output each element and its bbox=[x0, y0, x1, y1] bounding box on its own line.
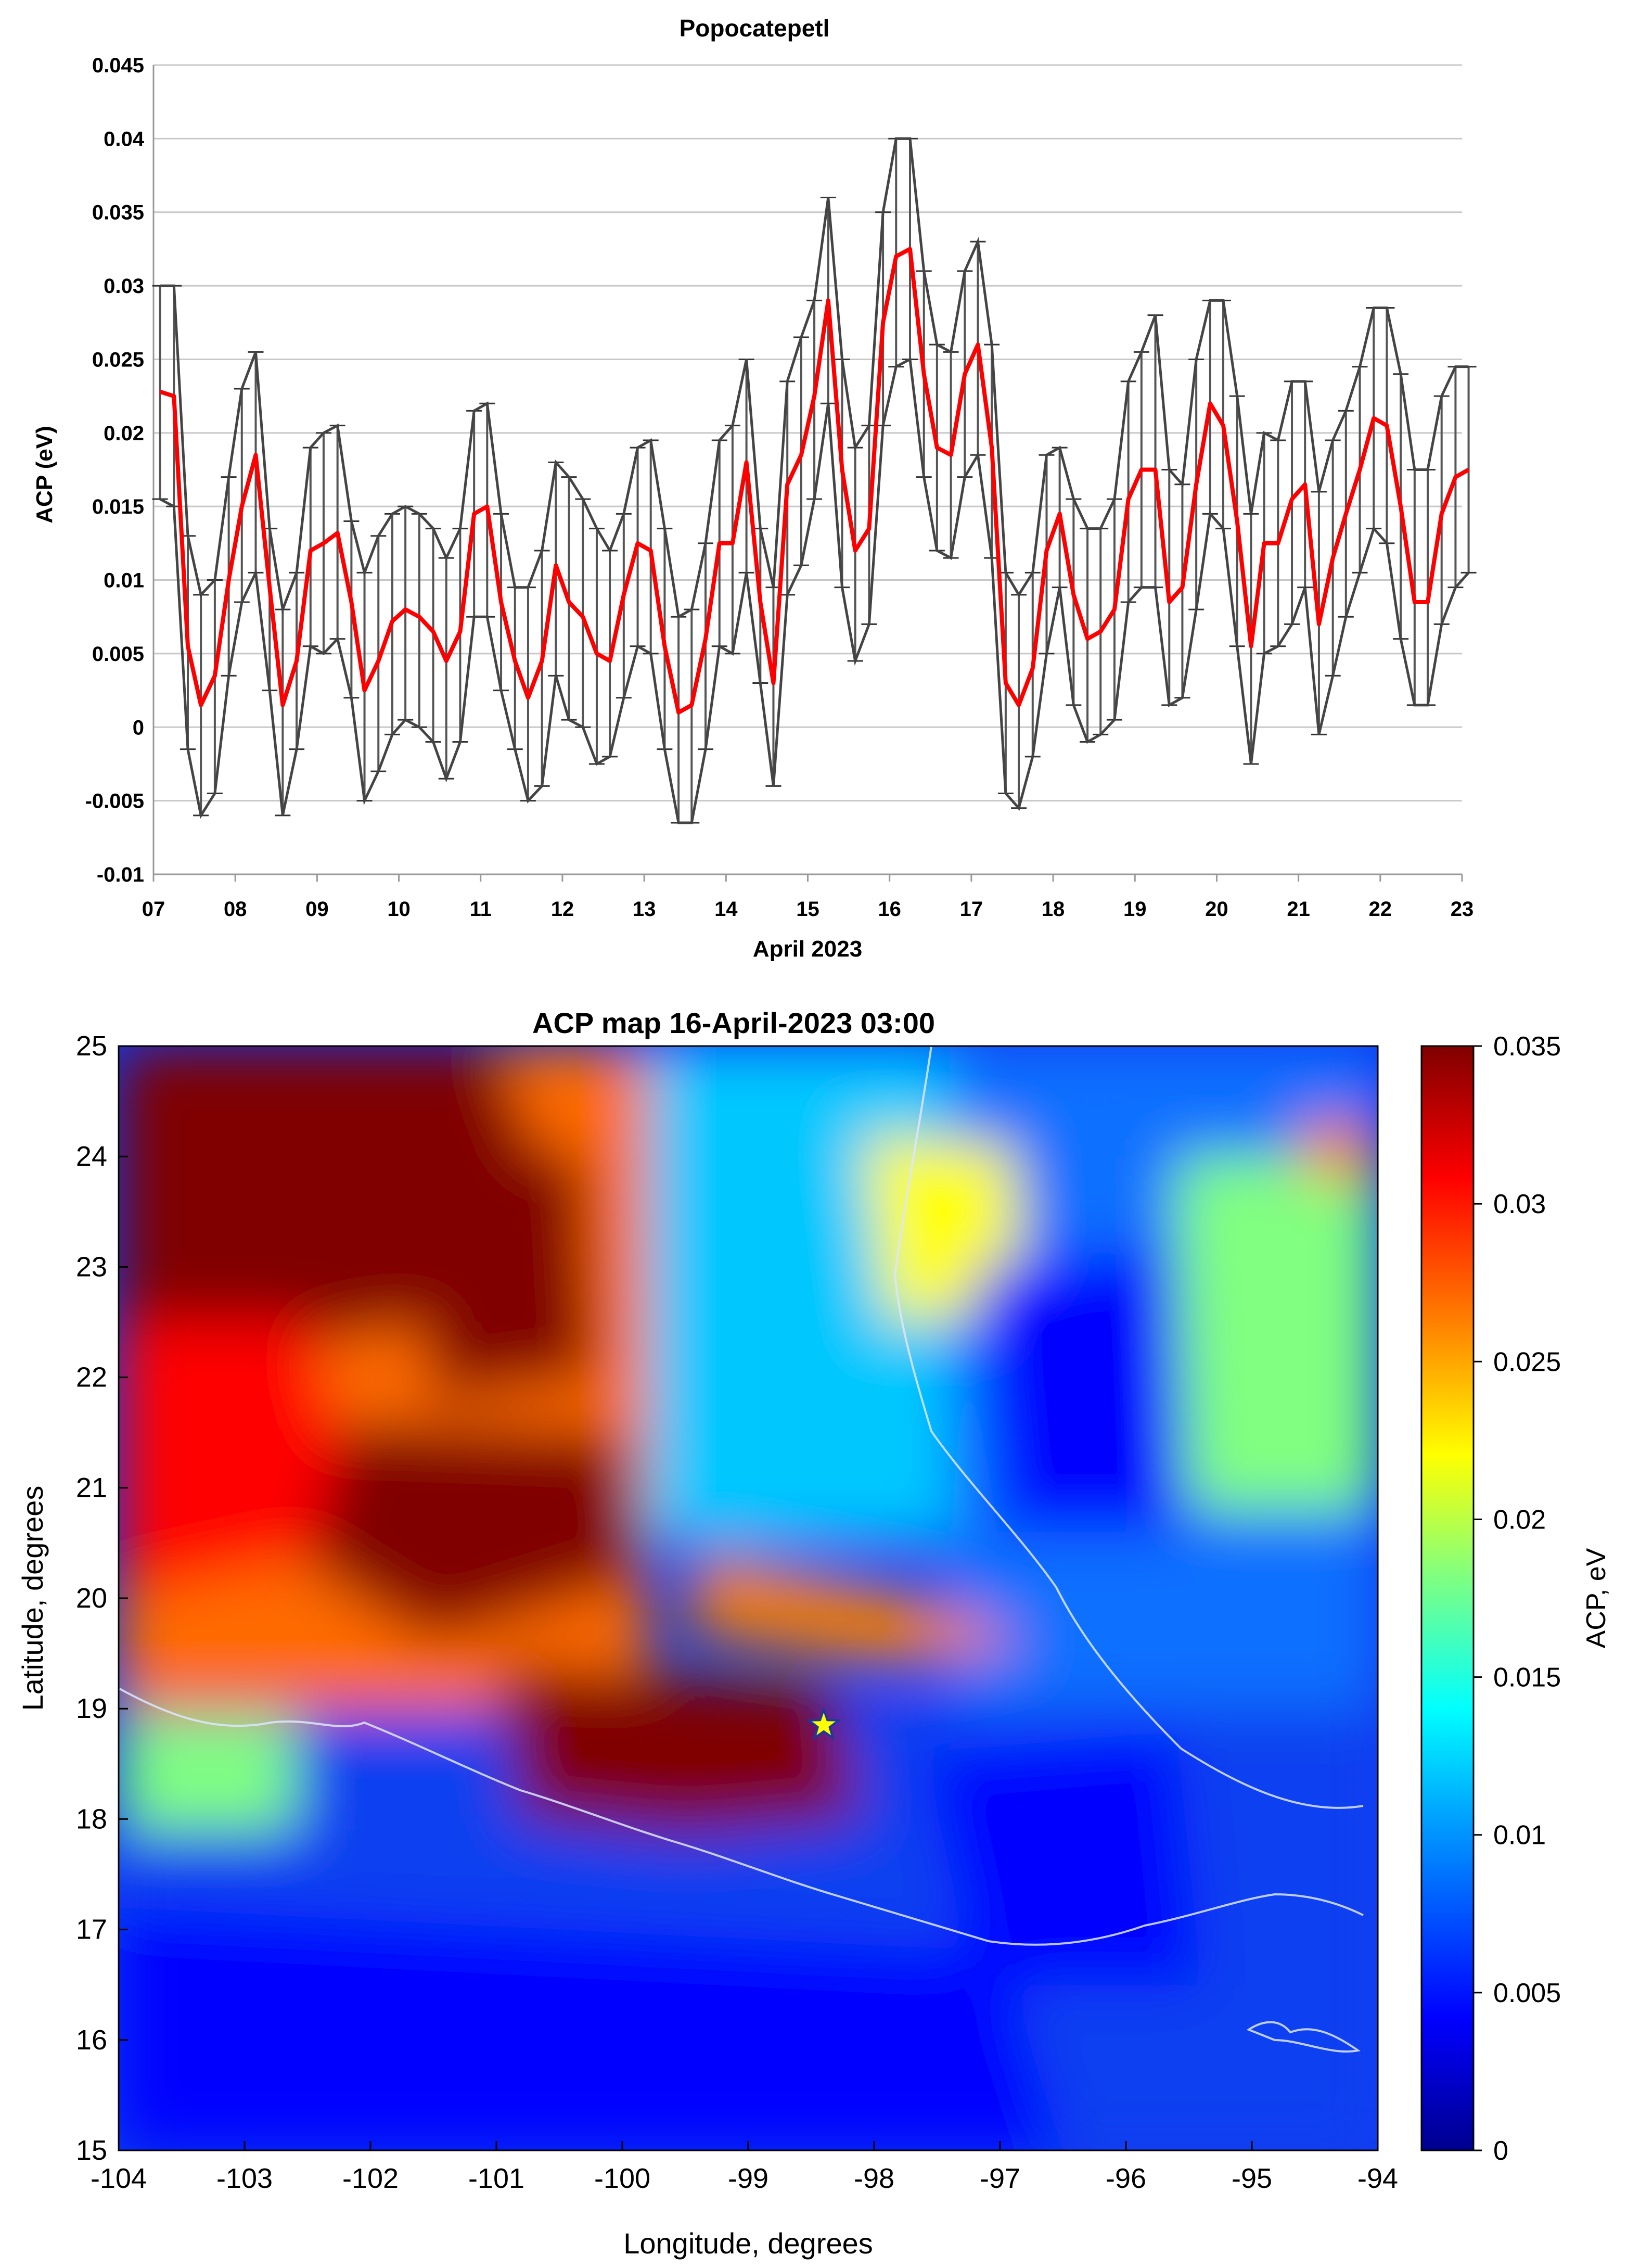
heat-region-west-high bbox=[119, 1322, 370, 1598]
map-x-tick-label: -104 bbox=[91, 2163, 147, 2194]
popocatepetl-star-marker bbox=[805, 1706, 842, 1741]
map-x-tick-label: -101 bbox=[468, 2163, 524, 2194]
x-tick-label: 22 bbox=[1369, 898, 1392, 921]
y-tick-label: 0.035 bbox=[92, 201, 144, 224]
heat-region-southwest-green bbox=[119, 1719, 295, 1830]
colorbar-tick-label: 0 bbox=[1493, 2136, 1508, 2166]
colorbar-tick-label: 0.03 bbox=[1493, 1189, 1546, 1219]
x-tick-label: 12 bbox=[551, 898, 574, 921]
colorbar bbox=[1420, 1045, 1475, 2151]
map-x-tick-label: -102 bbox=[342, 2163, 399, 2194]
x-axis-label: April 2023 bbox=[753, 936, 862, 962]
y-tick-label: 0.04 bbox=[104, 128, 145, 150]
map-y-tick-label: 23 bbox=[76, 1251, 107, 1282]
y-tick-label: 0.045 bbox=[92, 54, 144, 77]
y-tick-label: 0 bbox=[133, 716, 144, 739]
x-tick-label: 19 bbox=[1123, 898, 1147, 921]
heat-region-volcano-core bbox=[496, 1664, 862, 1836]
map-x-tick-label: -95 bbox=[1232, 2163, 1272, 2194]
x-tick-label: 08 bbox=[224, 898, 247, 921]
map-title: ACP map 16-April-2023 03:00 bbox=[532, 1006, 935, 1039]
heat-region-central-high bbox=[395, 1123, 597, 1400]
x-tick-label: 23 bbox=[1451, 898, 1474, 921]
y-tick-label: 0.025 bbox=[92, 348, 144, 371]
coastline-isthmus bbox=[1246, 2021, 1361, 2053]
y-tick-labels: 0.045 0.04 0.035 0.03 0.025 0.02 0.015 0.01 0.00… bbox=[85, 54, 145, 886]
coastline-pacific bbox=[119, 1688, 1364, 1946]
x-tick-label: 14 bbox=[714, 898, 738, 921]
map-x-tick-label: -94 bbox=[1357, 2163, 1398, 2194]
y-tick-label: -0.005 bbox=[85, 790, 144, 813]
chart-title: Popocatepetl bbox=[680, 15, 830, 42]
heat-region-east-green bbox=[1176, 1156, 1378, 1510]
map-x-tick-label: -96 bbox=[1106, 2163, 1146, 2194]
colorbar-tick-label: 0.02 bbox=[1493, 1505, 1546, 1535]
heat-regions bbox=[119, 1046, 1378, 2150]
map-y-tick-label: 21 bbox=[76, 1472, 107, 1503]
colorbar-tick-label: 0.015 bbox=[1493, 1663, 1561, 1693]
map-x-tick-label: -97 bbox=[980, 2163, 1020, 2194]
map-x-tick-label: -103 bbox=[216, 2163, 273, 2194]
x-tick-label: 20 bbox=[1205, 898, 1228, 921]
map-y-tick-label: 22 bbox=[76, 1362, 107, 1393]
line-chart-popocatepetl: Popocatepetl 0.045 0.04 0.035 0.03 0.025 0.02… bbox=[32, 15, 1477, 962]
heat-region-east-low bbox=[975, 1244, 1189, 1532]
map-y-tick-label: 18 bbox=[76, 1803, 107, 1834]
map-y-tick-label: 16 bbox=[76, 2024, 107, 2056]
lower-bound-line bbox=[159, 357, 1470, 824]
map-y-tick-label: 19 bbox=[76, 1693, 107, 1724]
map-y-tick-label: 24 bbox=[76, 1141, 107, 1172]
x-tick-label: 16 bbox=[878, 898, 901, 921]
acp-heatmap: ACP map 16-April-2023 03:00 -104 -103 -102… bbox=[16, 1006, 1611, 2260]
map-x-tick-label: -99 bbox=[728, 2163, 768, 2194]
x-tick-labels: 07 08 09 10 11 12 13 14 15 16 17 18 19 20 21 22 23 bbox=[142, 898, 1474, 921]
colorbar-tick-label: 0.025 bbox=[1493, 1347, 1561, 1377]
heat-region-center-west-high bbox=[307, 1421, 648, 1642]
map-x-tick-label: -100 bbox=[594, 2163, 650, 2194]
x-tick-label: 10 bbox=[387, 898, 411, 921]
error-band-lines bbox=[159, 137, 1470, 824]
colorbar-tick-label: 0.035 bbox=[1493, 1031, 1561, 1062]
heat-region-northeast-spot bbox=[1302, 1123, 1378, 1179]
colorbar-label: ACP, eV bbox=[1581, 1548, 1611, 1648]
x-tick-label: 09 bbox=[305, 898, 329, 921]
y-tick-label: 0.03 bbox=[104, 275, 144, 298]
map-x-axis-label: Longitude, degrees bbox=[623, 2227, 873, 2260]
coastline-gulf bbox=[893, 1046, 1364, 1809]
map-x-tick-label: -98 bbox=[854, 2163, 894, 2194]
map-y-axis-label: Latitude, degrees bbox=[16, 1486, 49, 1711]
x-tick-label: 13 bbox=[633, 898, 656, 921]
gridlines bbox=[152, 64, 1463, 882]
map-y-tick-label: 15 bbox=[76, 2135, 107, 2166]
x-tick-label: 15 bbox=[796, 898, 819, 921]
y-tick-label: -0.01 bbox=[97, 863, 144, 886]
colorbar-tick-labels: 0.035 0.03 0.025 0.02 0.015 0.01 0.005 0 bbox=[1474, 1031, 1561, 2166]
heat-region-south-low bbox=[119, 1907, 1063, 2150]
series-line-acp-mean bbox=[159, 247, 1470, 715]
y-tick-label: 0.01 bbox=[104, 569, 144, 592]
x-tick-label: 07 bbox=[142, 898, 165, 921]
colorbar-tick-label: 0.005 bbox=[1493, 1978, 1561, 2008]
series-lines bbox=[159, 247, 1470, 715]
x-tick-label: 17 bbox=[960, 898, 983, 921]
map-y-tick-labels: 25 24 23 22 21 20 19 18 17 16 15 bbox=[76, 1030, 128, 2166]
y-tick-label: 0.005 bbox=[92, 643, 144, 666]
x-tick-label: 18 bbox=[1042, 898, 1065, 921]
x-tick-label: 11 bbox=[470, 898, 492, 921]
colorbar-tick-label: 0.01 bbox=[1493, 1820, 1546, 1851]
error-bars bbox=[152, 137, 1477, 824]
upper-bound-line bbox=[160, 137, 1469, 619]
map-y-tick-label: 25 bbox=[76, 1030, 107, 1062]
y-tick-label: 0.02 bbox=[104, 422, 144, 445]
map-y-tick-label: 20 bbox=[76, 1583, 107, 1614]
y-axis-label: ACP (eV) bbox=[32, 426, 57, 523]
y-tick-label: 0.015 bbox=[92, 495, 144, 518]
heat-region-southeast-low bbox=[924, 1730, 1202, 1985]
heat-region-east-spur bbox=[685, 1554, 1026, 1665]
map-y-tick-label: 17 bbox=[76, 1914, 107, 1945]
x-tick-label: 21 bbox=[1287, 898, 1310, 921]
map-x-tick-labels: -104 -103 -102 -101 -100 -99 -98 -97 -96 -95 -94 bbox=[91, 2141, 1398, 2194]
star-icon bbox=[805, 1706, 842, 1741]
